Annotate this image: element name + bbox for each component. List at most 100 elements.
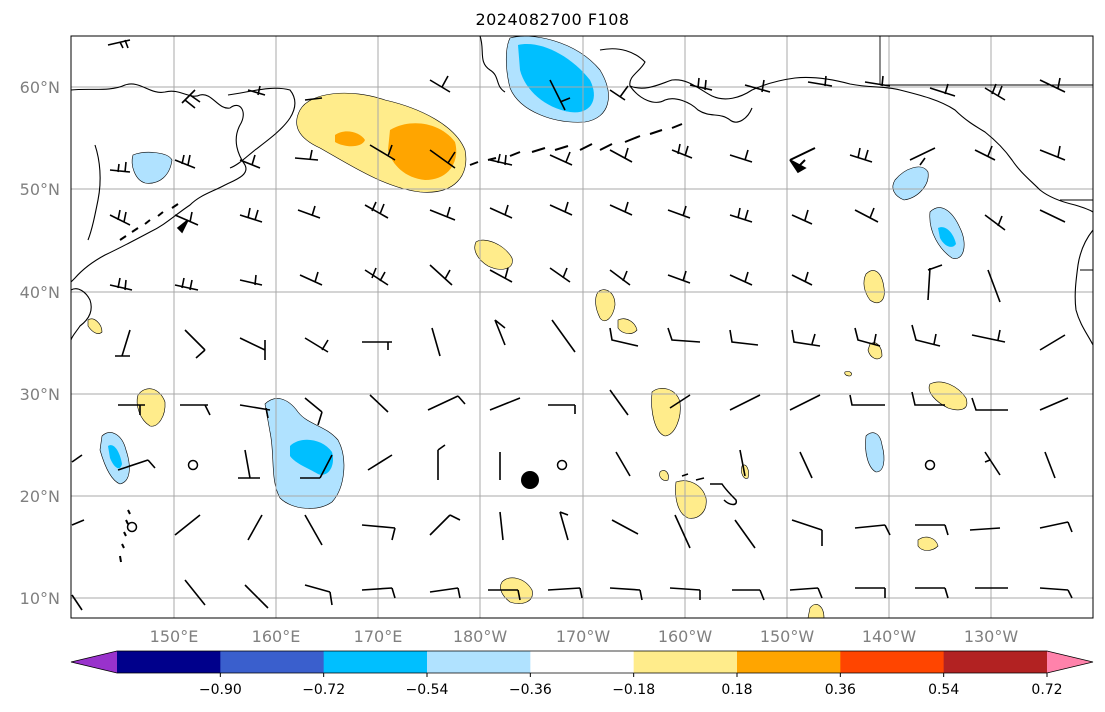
wind-barb xyxy=(669,587,701,600)
wind-barb xyxy=(667,327,701,343)
wind-barb xyxy=(551,319,576,353)
lon-label: 130°W xyxy=(964,627,1019,646)
wind-barb xyxy=(297,205,321,219)
lon-label: 180°W xyxy=(453,627,508,646)
colorbar-segment xyxy=(943,651,1048,673)
wind-barb xyxy=(548,404,576,414)
wind-barb xyxy=(174,211,199,226)
wind-barb xyxy=(364,267,389,286)
wind-barb xyxy=(494,319,506,346)
wind-barb xyxy=(174,277,199,291)
wind-barb xyxy=(971,329,1006,343)
lon-label: 170°W xyxy=(556,627,611,646)
storm-center-marker xyxy=(521,471,539,489)
wind-barb xyxy=(849,394,885,406)
wind-barb xyxy=(609,269,631,286)
wind-barb xyxy=(609,85,629,101)
wind-barb xyxy=(364,201,389,219)
wind-barb xyxy=(611,519,639,535)
colorbar-tick-label: −0.36 xyxy=(509,682,552,698)
wind-barb xyxy=(609,327,639,347)
wind-barb xyxy=(667,270,691,284)
wind-barb xyxy=(369,394,389,413)
wind-barb xyxy=(1039,334,1066,351)
colorbar-tick-label: 0.36 xyxy=(825,682,856,698)
lon-label: 150°W xyxy=(760,627,815,646)
wind-barb xyxy=(791,209,813,225)
colorbar-segment xyxy=(117,651,221,673)
positive-anomaly-core xyxy=(388,123,457,180)
positive-anomaly-region xyxy=(474,239,513,270)
negative-anomaly-core xyxy=(108,445,122,469)
colorbar-tick-label: −0.54 xyxy=(406,682,449,698)
wind-barb xyxy=(729,329,759,346)
colorbar-extend-min xyxy=(71,651,117,673)
wind-barb xyxy=(304,514,323,546)
positive-anomaly-region xyxy=(136,388,166,427)
wind-barb xyxy=(849,147,873,163)
wind-barbs xyxy=(71,39,1073,611)
negative-anomaly-core xyxy=(290,439,334,475)
colorbar-segment xyxy=(530,651,635,673)
wind-barb xyxy=(929,83,956,97)
lat-label: 50°N xyxy=(20,180,60,199)
wind-barb xyxy=(71,519,85,526)
station-markers xyxy=(126,459,936,533)
wind-barb xyxy=(107,39,131,49)
wind-barb xyxy=(361,587,396,599)
negative-anomaly-region xyxy=(865,432,885,473)
coastline-alaska-west xyxy=(629,85,753,123)
wind-barb xyxy=(304,97,323,101)
colorbar-segment xyxy=(323,651,428,673)
wind-barb xyxy=(427,395,466,411)
negative-anomaly-core xyxy=(518,44,594,113)
wind-barb xyxy=(854,207,879,223)
wind-barb xyxy=(729,207,753,223)
wind-barb xyxy=(984,83,1006,101)
wind-barb xyxy=(915,587,949,599)
calm-wind-marker xyxy=(924,459,936,471)
wind-barb xyxy=(1039,587,1073,599)
wind-barb xyxy=(984,214,1006,231)
positive-anomaly-region xyxy=(87,318,103,334)
wind-barb xyxy=(109,209,131,226)
colorbar-tick-label: 0.72 xyxy=(1031,682,1062,698)
wind-barb xyxy=(247,85,266,96)
wind-barb xyxy=(971,397,1008,411)
calm-wind-marker xyxy=(556,459,568,471)
colorbar-tick-label: −0.90 xyxy=(199,682,242,698)
latitude-labels: 60°N 50°N 40°N 30°N 20°N 10°N xyxy=(20,78,60,608)
wind-barb xyxy=(109,277,133,291)
lon-label: 160°W xyxy=(658,627,713,646)
wind-barb xyxy=(115,329,131,357)
positive-anomaly-region xyxy=(595,289,616,322)
wind-barb xyxy=(300,454,333,479)
wind-barb xyxy=(239,274,263,286)
wind-barb xyxy=(304,584,333,606)
wind-barb xyxy=(174,154,196,169)
wind-barb xyxy=(489,204,513,219)
wind-barb xyxy=(181,89,201,109)
wind-barb xyxy=(304,337,329,353)
wind-barb xyxy=(238,449,260,479)
wind-barb xyxy=(789,147,816,166)
colorbar-outline xyxy=(70,650,1094,674)
wind-barb xyxy=(304,397,323,426)
wind-barb xyxy=(609,201,633,216)
lat-label: 40°N xyxy=(20,283,60,302)
wind-barb xyxy=(1039,397,1069,411)
wind-barb xyxy=(689,77,713,91)
coastline-japan xyxy=(70,288,92,341)
negative-anomaly-region xyxy=(892,166,929,201)
wind-barb xyxy=(547,587,583,599)
positive-anomaly-region xyxy=(917,536,939,551)
wind-barb xyxy=(799,451,813,479)
wind-barb xyxy=(489,153,513,166)
wind-barb xyxy=(987,269,1001,303)
wind-barb xyxy=(671,143,693,159)
wind-barb xyxy=(499,511,504,541)
wind-barb xyxy=(239,404,271,419)
colorbar-segment xyxy=(737,651,841,673)
wind-barb xyxy=(488,589,521,601)
colorbar-segment xyxy=(427,651,531,673)
